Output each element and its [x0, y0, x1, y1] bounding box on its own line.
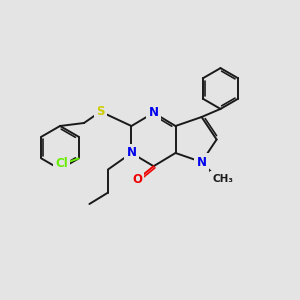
- Text: N: N: [148, 106, 159, 119]
- Text: N: N: [126, 146, 136, 160]
- Text: N: N: [196, 155, 207, 169]
- Text: O: O: [132, 173, 142, 186]
- Text: Cl: Cl: [55, 157, 68, 170]
- Text: S: S: [96, 105, 105, 118]
- Text: CH₃: CH₃: [212, 173, 233, 184]
